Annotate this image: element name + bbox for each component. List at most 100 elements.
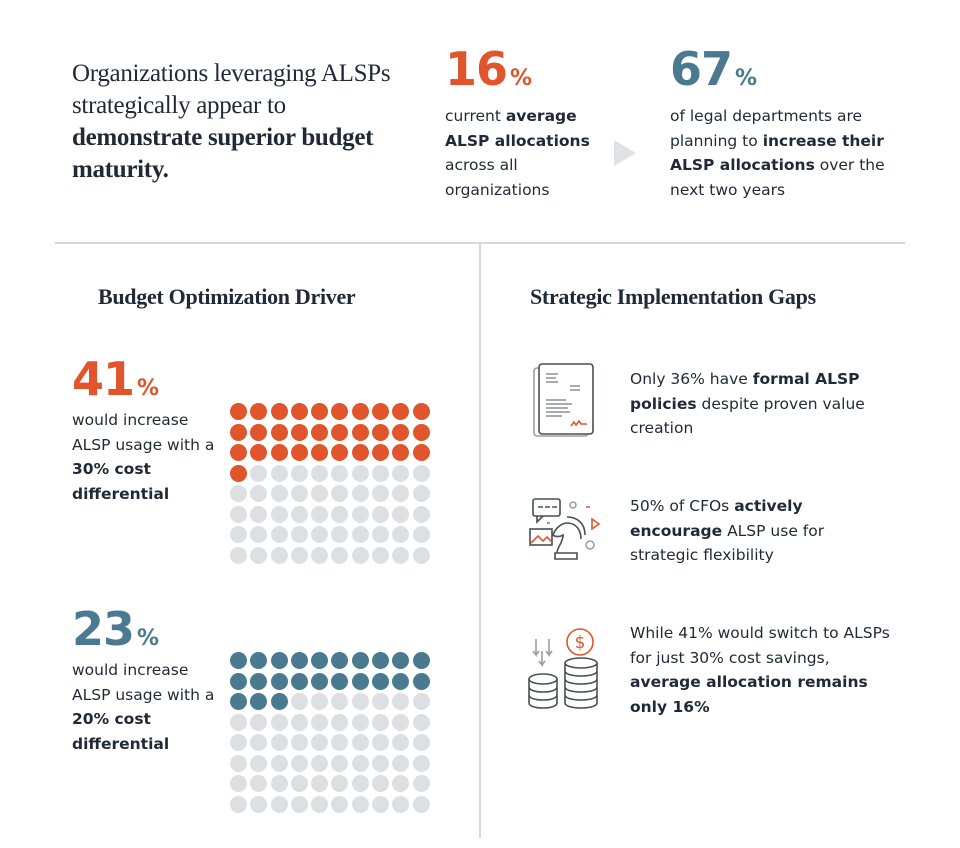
right-section-title: Strategic Implementation Gaps <box>530 284 816 309</box>
stat-unit: % <box>735 66 758 91</box>
waffle-dot-empty <box>351 464 369 482</box>
stat-unit: % <box>137 626 160 651</box>
waffle-dot-empty <box>250 795 268 813</box>
waffle-dot-empty <box>372 505 390 523</box>
waffle-dot-empty <box>372 795 390 813</box>
waffle-dot-empty <box>270 795 288 813</box>
waffle-dot-empty <box>290 775 308 792</box>
waffle-dot-empty <box>412 464 430 482</box>
waffle-dot-empty <box>311 734 329 751</box>
waffle-dot-empty <box>331 734 349 751</box>
waffle-dot-filled <box>392 444 410 461</box>
waffle-dot-filled <box>392 423 410 441</box>
waffle-dot-filled <box>351 672 369 690</box>
waffle-dot-empty <box>372 734 390 751</box>
waffle-dot-empty <box>270 775 288 792</box>
waffle-dot-empty <box>351 526 369 543</box>
waffle-dot-filled <box>392 652 410 669</box>
waffle-dot-empty <box>372 546 390 564</box>
waffle-dot-empty <box>230 754 247 772</box>
waffle-dot-empty <box>250 526 268 543</box>
waffle-dot-filled <box>372 444 390 461</box>
waffle-dot-empty <box>392 526 410 543</box>
waffle-dot-filled <box>372 403 390 420</box>
waffle-dot-empty <box>351 546 369 564</box>
waffle-dot-empty <box>311 546 329 564</box>
waffle-dot-filled <box>331 672 349 690</box>
waffle-dot-empty <box>311 693 329 710</box>
text: ALSP use for strategic flexibility <box>630 521 825 565</box>
waffle-dot-filled <box>290 672 308 690</box>
waffle-dot-empty <box>351 485 369 502</box>
waffle-dot-empty <box>392 505 410 523</box>
waffle-dot-empty <box>392 485 410 502</box>
vertical-divider <box>479 244 481 838</box>
waffle-dot-empty <box>290 734 308 751</box>
arrow-right-icon <box>614 140 636 166</box>
waffle-dot-filled <box>250 403 268 420</box>
waffle-dot-empty <box>372 775 390 792</box>
waffle-dot-empty <box>250 464 268 482</box>
waffle-dot-empty <box>270 546 288 564</box>
waffle-dot-empty <box>270 505 288 523</box>
waffle-dot-empty <box>412 734 430 751</box>
stat-16-description: current average ALSP allocations across … <box>445 104 610 202</box>
waffle-dot-filled <box>311 423 329 441</box>
waffle-dot-empty <box>331 526 349 543</box>
waffle-dot-filled <box>311 444 329 461</box>
bold-text: 20% cost differential <box>72 710 170 753</box>
waffle-dot-empty <box>270 713 288 731</box>
stat-16-value: 16% <box>445 46 532 102</box>
waffle-dot-filled <box>250 693 268 710</box>
driver-41-value: 41% <box>72 356 159 412</box>
text: of legal departments are planning to <box>670 107 863 150</box>
bold-text: average ALSP allocations <box>445 107 590 150</box>
waffle-dot-filled <box>331 652 349 669</box>
waffle-dot-empty <box>250 754 268 772</box>
waffle-dot-empty <box>392 734 410 751</box>
bold-text: average allocation remains only 16% <box>630 673 868 716</box>
intro-statement: Organizations leveraging ALSPs strategic… <box>72 58 402 186</box>
driver-23-value: 23% <box>72 606 159 662</box>
waffle-dot-filled <box>230 672 247 690</box>
coin-stack-dollar-icon: $ <box>528 628 598 709</box>
waffle-dot-filled <box>290 423 308 441</box>
stat-unit: % <box>137 376 160 401</box>
stat-67-value: 67% <box>670 46 757 102</box>
waffle-dot-empty <box>331 754 349 772</box>
waffle-dot-empty <box>331 693 349 710</box>
stat-number: 67 <box>670 42 733 96</box>
waffle-dot-filled <box>372 672 390 690</box>
waffle-dot-filled <box>230 464 247 482</box>
waffle-dot-empty <box>372 693 390 710</box>
waffle-dot-filled <box>250 444 268 461</box>
waffle-chart-41 <box>230 403 430 564</box>
waffle-dot-empty <box>412 693 430 710</box>
horizontal-divider <box>55 242 905 244</box>
gap-item-allocation: While 41% would switch to ALSPs for just… <box>630 621 900 719</box>
waffle-dot-filled <box>372 652 390 669</box>
svg-text:$: $ <box>575 633 586 653</box>
stat-number: 16 <box>445 42 508 96</box>
stat-number: 41 <box>72 352 135 406</box>
waffle-dot-empty <box>412 754 430 772</box>
waffle-dot-filled <box>351 652 369 669</box>
text: over the next two years <box>670 156 885 199</box>
waffle-dot-filled <box>412 672 430 690</box>
waffle-dot-empty <box>230 546 247 564</box>
waffle-dot-empty <box>351 795 369 813</box>
waffle-dot-empty <box>372 713 390 731</box>
waffle-dot-filled <box>290 403 308 420</box>
waffle-dot-empty <box>230 713 247 731</box>
document-signature-icon <box>533 363 594 437</box>
waffle-dot-empty <box>311 795 329 813</box>
waffle-dot-empty <box>230 734 247 751</box>
waffle-dot-empty <box>412 775 430 792</box>
waffle-dot-empty <box>311 754 329 772</box>
waffle-dot-empty <box>290 713 308 731</box>
waffle-dot-empty <box>290 485 308 502</box>
stat-67-description: of legal departments are planning to inc… <box>670 104 905 202</box>
waffle-dot-filled <box>230 423 247 441</box>
waffle-dot-empty <box>290 795 308 813</box>
waffle-dot-empty <box>290 464 308 482</box>
